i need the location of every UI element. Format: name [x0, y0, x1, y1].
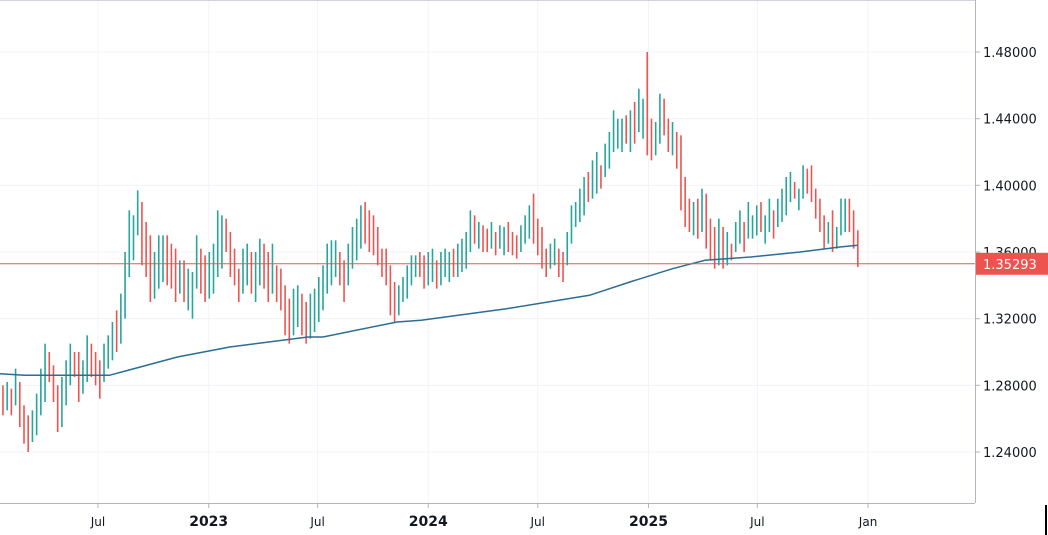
x-tick-label: Jul	[309, 515, 324, 529]
y-tick-label: 1.28000	[983, 379, 1037, 394]
x-tick-label: 2025	[629, 514, 668, 530]
y-tick-label: 1.24000	[983, 446, 1037, 461]
y-tick-label: 1.44000	[983, 113, 1037, 128]
y-tick-label: 1.48000	[983, 46, 1037, 61]
x-tick-label: 2023	[189, 514, 228, 530]
current-price-badge	[976, 252, 1048, 275]
y-tick-label: 1.40000	[983, 179, 1037, 194]
x-tick-label: 2024	[409, 514, 448, 530]
x-tick-label: Jul	[90, 515, 105, 529]
window-edge	[1045, 505, 1047, 535]
x-tick-label: Jul	[530, 515, 545, 529]
moving-average-line	[0, 244, 858, 377]
current-price-label: 1.35293	[983, 258, 1037, 273]
x-tick-label: Jul	[749, 515, 764, 529]
x-tick-label: Jan	[858, 515, 878, 529]
y-tick-label: 1.32000	[983, 313, 1037, 328]
